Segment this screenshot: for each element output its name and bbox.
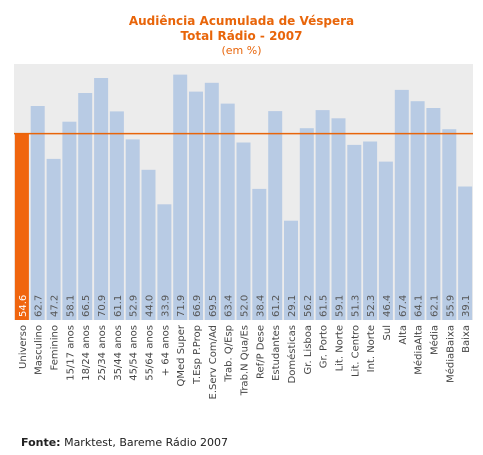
category-label-17: Domésticas <box>286 325 298 383</box>
bar-7 <box>125 139 140 320</box>
value-label-14: 52.0 <box>240 295 251 317</box>
category-label-19: Gr. Porto <box>319 325 330 368</box>
value-label-2: 47.2 <box>50 295 61 317</box>
category-label-5: 25/34 anos <box>97 325 108 381</box>
category-label-2: Feminino <box>50 325 61 370</box>
category-label-9: + 64 anos <box>160 325 171 376</box>
category-label-15: Ref/P Dese <box>255 325 266 379</box>
value-label-22: 52.3 <box>366 295 377 317</box>
bar-22 <box>363 141 378 320</box>
category-label-28: Baixa <box>461 325 472 353</box>
bar-23 <box>378 161 393 320</box>
chart-title: Audiência Acumulada de Véspera <box>128 14 355 28</box>
value-label-25: 64.1 <box>414 295 425 317</box>
bar-8 <box>141 169 156 320</box>
category-label-7: 45/54 anos <box>129 325 140 381</box>
value-label-23: 46.4 <box>382 295 393 317</box>
source-label: Fonte: <box>21 436 61 449</box>
category-label-4: 18/24 anos <box>81 325 92 381</box>
chart-subtitle: Total Rádio - 2007 <box>180 29 303 43</box>
category-label-10: QMed Super <box>176 324 187 386</box>
chart-unit-label: (em %) <box>221 44 262 57</box>
bar-20 <box>331 118 346 320</box>
source-text: Marktest, Bareme Rádio 2007 <box>64 436 229 449</box>
category-label-8: 55/64 anos <box>145 325 156 381</box>
category-label-14: Trab.N Qua/Es <box>240 325 251 396</box>
category-label-25: MédiaAlta <box>413 325 425 375</box>
value-label-24: 67.4 <box>398 295 409 317</box>
category-label-22: Int. Norte <box>366 325 377 372</box>
category-label-3: 15/17 anos <box>65 325 76 381</box>
bar-0 <box>14 133 29 320</box>
category-label-6: 35/44 anos <box>113 325 124 381</box>
value-label-12: 69.5 <box>208 295 219 317</box>
value-label-21: 51.3 <box>350 295 361 317</box>
bar-9 <box>157 204 172 320</box>
value-label-0: 54.6 <box>18 295 29 317</box>
category-label-18: Gr. Lisboa <box>303 325 314 374</box>
category-label-13: Trab. Q/Esp <box>224 325 235 383</box>
value-label-20: 59.1 <box>335 295 346 317</box>
value-label-16: 61.2 <box>271 295 282 317</box>
bar-3 <box>62 121 77 320</box>
category-label-11: T.Esp P.Prop <box>192 325 203 385</box>
bar-6 <box>109 111 124 321</box>
bar-10 <box>173 74 188 320</box>
value-label-10: 71.9 <box>176 295 187 317</box>
bar-15 <box>252 188 267 320</box>
value-label-6: 61.1 <box>113 295 124 317</box>
bar-19 <box>315 110 330 320</box>
bar-4 <box>78 93 93 320</box>
bar-2 <box>46 158 61 320</box>
bar-28 <box>458 186 473 320</box>
category-label-23: Sul <box>382 325 393 340</box>
category-label-1: Masculino <box>34 325 45 375</box>
bar-13 <box>220 103 235 320</box>
category-label-0: Universo <box>18 325 29 369</box>
category-label-16: Estudantes <box>271 325 282 381</box>
bar-5 <box>94 78 109 320</box>
bar-12 <box>204 82 219 320</box>
bar-25 <box>410 101 425 320</box>
bar-26 <box>426 108 441 320</box>
value-label-19: 61.5 <box>319 295 330 317</box>
category-label-27: MédiaBaixa <box>444 325 456 383</box>
value-label-9: 33.9 <box>160 295 171 317</box>
value-label-1: 62.7 <box>34 295 45 317</box>
bar-17 <box>284 220 298 320</box>
bar-11 <box>189 91 203 320</box>
value-label-13: 63.4 <box>224 295 235 317</box>
bar-14 <box>236 142 251 320</box>
bar-24 <box>394 89 409 321</box>
bar-27 <box>442 129 457 320</box>
bar-1 <box>30 106 45 320</box>
category-label-24: Alta <box>398 325 409 345</box>
value-label-27: 55.9 <box>445 295 456 317</box>
category-label-26: Média <box>428 325 440 355</box>
category-label-12: E.Serv Com/Ad <box>208 325 219 399</box>
value-label-11: 66.9 <box>192 295 203 317</box>
value-label-18: 56.2 <box>303 295 314 317</box>
source-note: Fonte: Marktest, Bareme Rádio 2007 <box>21 436 228 449</box>
value-label-26: 62.1 <box>429 295 440 317</box>
value-label-3: 58.1 <box>65 295 76 317</box>
value-label-4: 66.5 <box>81 295 92 317</box>
value-label-17: 29.1 <box>287 295 298 317</box>
category-label-21: Lit. Centro <box>350 325 361 377</box>
value-label-15: 38.4 <box>255 295 266 317</box>
value-label-7: 52.9 <box>129 295 140 317</box>
bar-21 <box>347 144 362 320</box>
bar-16 <box>268 111 283 320</box>
bar-18 <box>299 128 314 320</box>
value-label-28: 39.1 <box>461 295 472 317</box>
value-label-5: 70.9 <box>97 295 108 317</box>
category-label-20: Lit. Norte <box>335 325 346 371</box>
value-label-8: 44.0 <box>145 295 156 317</box>
